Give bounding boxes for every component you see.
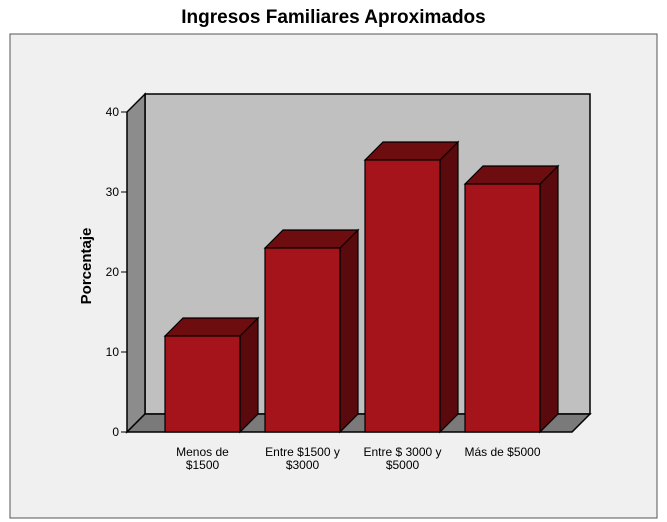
y-axis-title: Porcentaje <box>78 228 95 305</box>
x-tick-label: Entre $ 3000 y <box>363 445 441 459</box>
y-tick-label: 10 <box>106 345 120 359</box>
bar-side <box>539 164 559 434</box>
y-tick-label: 30 <box>106 185 120 199</box>
bars-group <box>163 140 560 434</box>
bar-side <box>239 316 259 434</box>
x-axis-labels: Menos de$1500 Entre $1500 y$3000 Entre $ 3… <box>176 445 541 472</box>
bar-front <box>164 335 241 433</box>
y-tick-label: 40 <box>106 105 120 119</box>
y-tick-label: 20 <box>106 265 120 279</box>
bar-front <box>464 183 541 433</box>
x-tick-label: Menos de <box>176 445 229 459</box>
chart-title: Ingresos Familiares Aproximados <box>181 7 486 28</box>
y-axis: 0 10 20 30 40 <box>106 105 128 439</box>
x-tick-label: Entre $1500 y <box>265 445 340 459</box>
bar-side <box>339 228 359 434</box>
bar-front <box>264 247 341 433</box>
bar <box>363 140 460 434</box>
bar <box>463 164 560 434</box>
bar <box>163 316 260 434</box>
bar-front <box>364 159 441 433</box>
y-tick-label: 0 <box>112 425 119 439</box>
side-wall <box>126 92 146 434</box>
x-tick-label: $3000 <box>286 458 320 472</box>
bar <box>263 228 360 434</box>
x-tick-label: Más de $5000 <box>464 445 540 459</box>
x-tick-label: $5000 <box>386 458 420 472</box>
bar-side <box>439 140 459 434</box>
x-tick-label: $1500 <box>186 458 220 472</box>
